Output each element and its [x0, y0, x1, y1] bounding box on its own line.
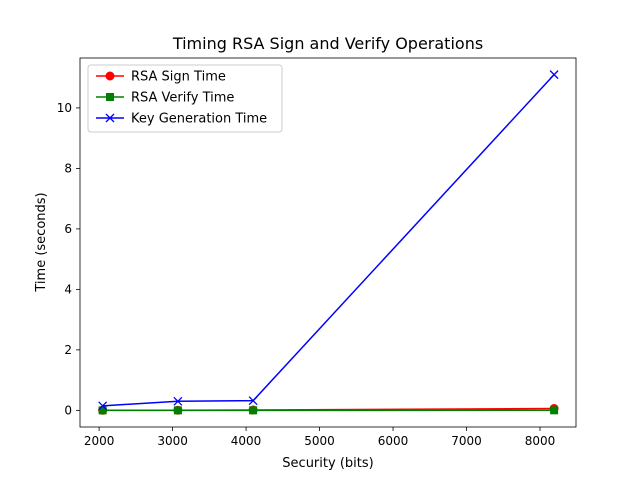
rsa-verify-time-point	[250, 407, 257, 414]
y-tick-label: 6	[64, 222, 72, 236]
chart-title: Timing RSA Sign and Verify Operations	[172, 34, 483, 53]
y-tick-label: 4	[64, 282, 72, 296]
x-tick-label: 3000	[157, 434, 188, 448]
rsa-verify-time-point	[174, 407, 181, 414]
legend-label: Key Generation Time	[131, 112, 267, 127]
legend-marker	[107, 94, 114, 101]
legend-label: RSA Sign Time	[131, 70, 226, 85]
legend-marker	[106, 72, 114, 80]
x-tick-label: 4000	[231, 434, 262, 448]
y-axis-label: Time (seconds)	[34, 192, 49, 292]
y-tick-label: 2	[64, 343, 72, 357]
rsa-verify-time-point	[551, 407, 558, 414]
y-tick-label: 0	[64, 403, 72, 417]
x-tick-label: 5000	[304, 434, 335, 448]
x-tick-label: 6000	[378, 434, 409, 448]
x-tick-label: 7000	[451, 434, 482, 448]
x-axis-label: Security (bits)	[282, 456, 373, 471]
x-tick-label: 8000	[525, 434, 556, 448]
legend: RSA Sign Time RSA Verify Time Key Generati…	[88, 65, 282, 132]
y-tick-label: 10	[57, 101, 72, 115]
legend-label: RSA Verify Time	[131, 91, 234, 106]
y-tick-label: 8	[64, 161, 72, 175]
x-tick-label: 2000	[84, 434, 115, 448]
